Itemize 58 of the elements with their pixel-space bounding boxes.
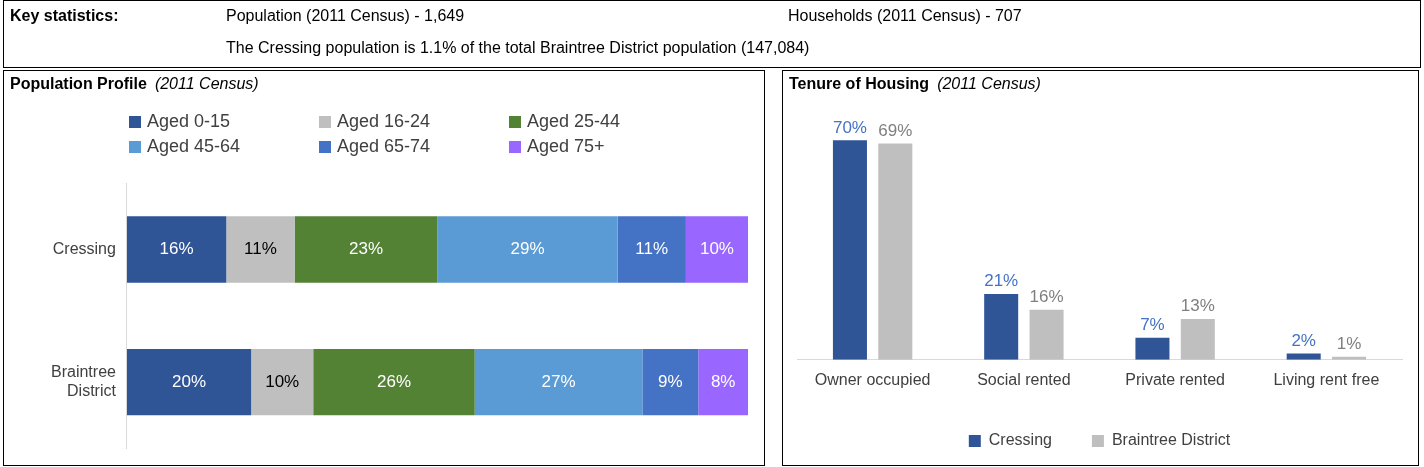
bar: [1029, 309, 1064, 360]
bar: [251, 348, 314, 416]
data-label: 13%: [1180, 296, 1215, 316]
x-tick-label: Owner occupied: [814, 370, 931, 388]
legend-label: Aged 16-24: [337, 111, 431, 132]
bar: [126, 348, 252, 416]
data-label: 29%: [510, 239, 545, 259]
data-label: 11%: [244, 239, 277, 259]
chart-title: Population Profile: [10, 75, 147, 92]
chart-subtitle: (2011 Census): [154, 75, 259, 92]
data-label: 8%: [710, 371, 736, 391]
data-label: 11%: [635, 239, 669, 259]
bar: [474, 348, 643, 416]
data-label: 16%: [159, 239, 194, 259]
bar: [878, 143, 913, 360]
bar: [313, 348, 475, 416]
data-label: 21%: [984, 271, 1019, 291]
bar: [685, 216, 748, 283]
bar: [294, 216, 438, 283]
legend-label: Aged 75+: [527, 136, 605, 157]
text: Households (2011 Census) - 707: [788, 7, 1022, 25]
bar: [617, 216, 686, 283]
bar: [832, 140, 867, 360]
legend-label: Aged 0-15: [147, 111, 231, 132]
text: Key statistics:: [10, 7, 119, 25]
data-label: 69%: [878, 120, 913, 140]
x-tick-label: Social rented: [977, 370, 1071, 388]
bar: [126, 216, 227, 283]
text: Population (2011 Census) - 1,649: [226, 7, 465, 25]
bar: [698, 348, 748, 416]
bar: [1135, 337, 1170, 360]
data-label: 26%: [376, 371, 411, 391]
text: The Cressing population is 1.1% of the total Braintree District population (147,084): [226, 39, 810, 57]
bar: [984, 293, 1019, 360]
bar: [437, 216, 618, 283]
data-label: 16%: [1029, 286, 1064, 306]
bar: [226, 216, 295, 283]
data-label: 2%: [1291, 330, 1316, 350]
bar: [642, 348, 699, 416]
data-label: 23%: [349, 239, 384, 259]
data-label: 70%: [832, 117, 867, 137]
x-tick-label: Living rent free: [1273, 370, 1380, 388]
legend-label: Cressing: [988, 431, 1052, 449]
x-tick-label: Private rented: [1125, 370, 1225, 388]
data-label: 1%: [1336, 333, 1362, 353]
bar: [1180, 319, 1215, 360]
data-label: 9%: [658, 371, 683, 391]
legend-label: Braintree District: [1111, 431, 1231, 449]
legend-label: Aged 65-74: [337, 136, 431, 157]
data-label: 7%: [1140, 315, 1165, 335]
legend-label: Aged 25-44: [527, 111, 621, 132]
data-label: 27%: [541, 371, 576, 391]
data-label: 20%: [172, 371, 207, 391]
data-label: 10%: [265, 371, 300, 391]
data-label: 10%: [699, 239, 734, 259]
chart-title: Tenure of Housing: [789, 75, 930, 92]
chart-subtitle: (2011 Census): [937, 75, 1041, 92]
legend-label: Aged 45-64: [147, 136, 241, 157]
